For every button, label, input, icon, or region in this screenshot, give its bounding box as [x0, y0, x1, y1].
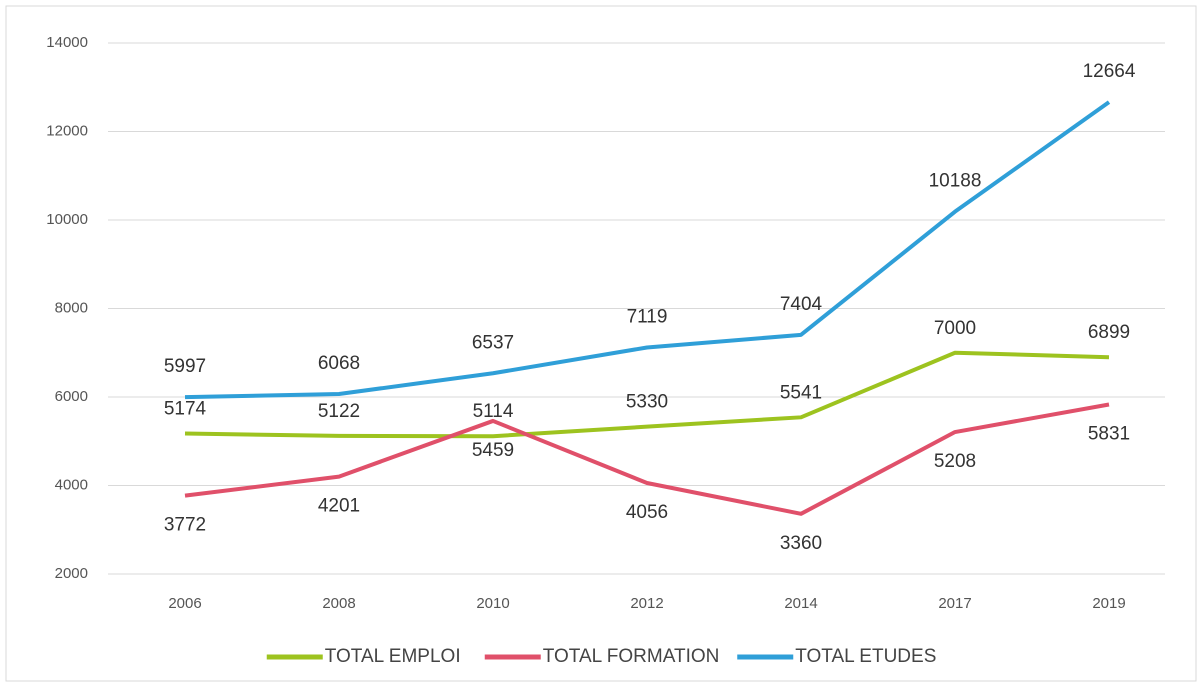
legend-label: TOTAL FORMATION — [543, 646, 720, 667]
legend-label: TOTAL ETUDES — [795, 646, 936, 667]
data-label: 4056 — [626, 502, 668, 523]
data-label: 6899 — [1088, 322, 1130, 343]
data-label: 5114 — [473, 401, 514, 422]
data-label: 5997 — [164, 356, 206, 377]
legend-label: TOTAL EMPLOI — [325, 646, 461, 667]
x-tick-label: 2006 — [168, 595, 201, 612]
data-label: 3360 — [780, 533, 822, 554]
series-line — [184, 402, 1110, 516]
data-label: 10188 — [929, 171, 982, 192]
x-tick-label: 2012 — [630, 595, 663, 612]
y-tick-label: 8000 — [55, 299, 88, 316]
x-tick-label: 2019 — [1092, 595, 1125, 612]
data-label: 4201 — [318, 496, 360, 517]
data-label: 5208 — [934, 451, 976, 472]
data-label: 5541 — [780, 382, 822, 403]
y-tick-label: 2000 — [55, 565, 88, 582]
y-tick-label: 14000 — [46, 34, 88, 51]
data-label: 5831 — [1088, 423, 1130, 444]
data-label: 6068 — [318, 353, 360, 374]
data-label: 5330 — [626, 392, 668, 413]
data-label: 6537 — [472, 332, 514, 353]
data-label: 7404 — [780, 294, 823, 315]
data-label: 7000 — [934, 318, 976, 339]
chart-border — [5, 5, 1197, 682]
series-line — [184, 350, 1110, 439]
x-tick-label: 2010 — [476, 595, 509, 612]
y-tick-label: 12000 — [46, 122, 88, 139]
x-tick-label: 2014 — [784, 595, 817, 612]
data-label: 12664 — [1083, 61, 1136, 82]
x-tick-label: 2008 — [322, 595, 355, 612]
data-label: 3772 — [164, 515, 206, 536]
x-tick-label: 2017 — [938, 595, 971, 612]
series-line — [184, 100, 1111, 400]
y-tick-label: 4000 — [55, 476, 88, 493]
data-label: 7119 — [627, 306, 668, 327]
y-tick-label: 10000 — [46, 211, 88, 228]
data-label: 5174 — [164, 399, 207, 420]
data-label: 5122 — [318, 401, 360, 422]
data-label: 5459 — [472, 440, 514, 461]
y-tick-label: 6000 — [55, 388, 88, 405]
